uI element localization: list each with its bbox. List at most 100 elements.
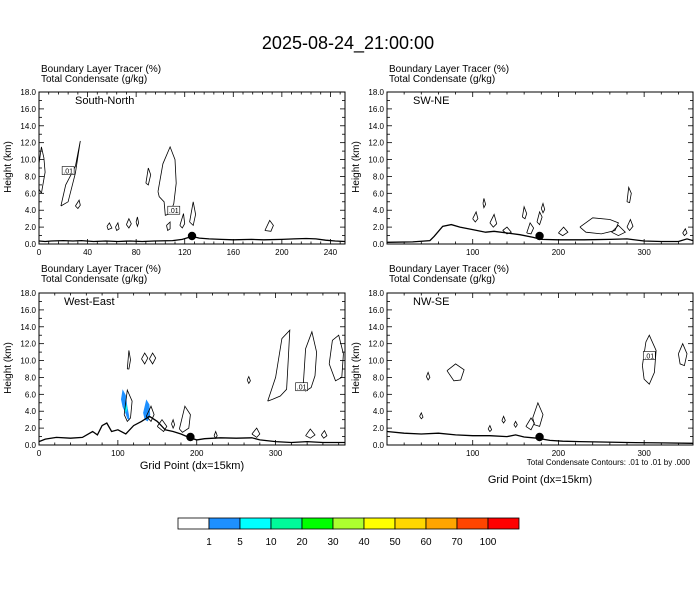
x-tick-label: 40	[83, 248, 92, 257]
y-tick-label: 6.0	[373, 390, 385, 399]
condensate-contour	[38, 146, 46, 194]
condensate-contour	[166, 221, 171, 232]
plot-frame	[38, 91, 346, 245]
condensate-contour	[264, 219, 274, 232]
y-tick-label: 16.0	[368, 306, 384, 315]
y-tick-label: 10.0	[20, 156, 36, 165]
condensate-contour	[558, 226, 569, 237]
contour-label: .01	[297, 385, 307, 392]
location-marker	[186, 432, 195, 442]
panel-sw-ne: Boundary Layer Tracer (%) Total Condensa…	[351, 64, 694, 257]
panel-header-tracer: Boundary Layer Tracer (%)	[41, 264, 161, 275]
y-tick-label: 16.0	[20, 306, 36, 315]
x-tick-label: 0	[37, 248, 42, 257]
y-tick-label: 0.0	[25, 441, 37, 450]
x-tick-label: 80	[132, 248, 141, 257]
x-tick-label: 200	[552, 248, 566, 257]
panel-header-condensate: Total Condensate (g/kg)	[41, 74, 147, 85]
x-tick-label: 100	[466, 248, 480, 257]
panel-header-tracer: Boundary Layer Tracer (%)	[41, 64, 161, 75]
condensate-contour	[642, 334, 657, 385]
plot-frame	[386, 91, 694, 245]
figure-title: 2025-08-24_21:00:00	[262, 33, 434, 54]
colorbar-swatch	[177, 517, 210, 530]
terrain-line	[386, 430, 694, 444]
x-tick-label: 100	[111, 449, 125, 458]
x-tick-label: 200	[275, 248, 289, 257]
condensate-contour	[513, 420, 518, 429]
y-tick-label: 2.0	[25, 223, 37, 232]
y-tick-label: 10.0	[368, 357, 384, 366]
colorbar-swatch	[270, 517, 303, 530]
panel-nw-se: Boundary Layer Tracer (%) Total Condensa…	[351, 264, 694, 486]
contour-label: .01	[644, 353, 654, 360]
condensate-contour	[611, 224, 626, 237]
y-tick-label: 6.0	[25, 189, 37, 198]
y-tick-label: 16.0	[368, 105, 384, 114]
location-marker	[535, 231, 544, 241]
y-tick-label: 18.0	[368, 289, 384, 298]
condensate-contour	[540, 202, 546, 214]
condensate-contour	[145, 405, 155, 423]
y-tick-label: 0.0	[373, 441, 385, 450]
x-tick-label: 160	[227, 248, 241, 257]
condensate-contour	[189, 201, 197, 227]
x-tick-label: 300	[637, 449, 651, 458]
y-tick-label: 4.0	[373, 407, 385, 416]
y-tick-label: 18.0	[368, 88, 384, 97]
colorbar-label: 10	[265, 537, 277, 548]
panel-header-tracer: Boundary Layer Tracer (%)	[389, 264, 509, 275]
x-axis-label: Grid Point (dx=15km)	[140, 460, 244, 472]
condensate-contour	[141, 352, 149, 365]
y-tick-label: 2.0	[373, 223, 385, 232]
condensate-contour	[179, 405, 191, 433]
colorbar-swatch	[332, 517, 365, 530]
condensate-contour	[135, 216, 140, 228]
colorbar-label: 20	[296, 537, 308, 548]
location-marker	[535, 432, 544, 442]
condensate-contour	[489, 213, 498, 228]
terrain-line	[386, 223, 694, 243]
terrain-line	[38, 235, 346, 243]
y-tick-label: 8.0	[373, 373, 385, 382]
cross-section-label: NW-SE	[413, 296, 449, 308]
location-marker	[187, 231, 197, 241]
panel-header-condensate: Total Condensate (g/kg)	[389, 274, 495, 285]
y-tick-label: 8.0	[25, 373, 37, 382]
contour-label-box	[167, 205, 181, 215]
x-tick-label: 300	[637, 248, 651, 257]
contour-label-box	[642, 351, 656, 360]
condensate-contour	[682, 227, 688, 237]
x-axis-label: Grid Point (dx=15km)	[488, 474, 592, 486]
y-tick-label: 0.0	[25, 240, 37, 249]
x-tick-label: 0	[37, 449, 42, 458]
condensate-contour	[626, 218, 634, 232]
condensate-contour	[482, 198, 487, 209]
x-tick-label: 100	[466, 449, 480, 458]
condensate-contour	[156, 419, 168, 433]
condensate-contour	[525, 417, 535, 431]
colorbar: 1 5 10 20 30 40 50 60 70 100	[177, 517, 520, 548]
y-tick-label: 2.0	[25, 424, 37, 433]
condensate-contour	[472, 210, 479, 223]
terrain-line	[38, 415, 345, 444]
y-axis-label: Height (km)	[351, 141, 362, 193]
plot-frame	[386, 292, 694, 446]
panel-header-condensate: Total Condensate (g/kg)	[389, 74, 495, 85]
colorbar-label: 40	[358, 537, 370, 548]
y-axis-label: Height (km)	[3, 342, 14, 394]
y-tick-label: 14.0	[368, 323, 384, 332]
panel-header-tracer: Boundary Layer Tracer (%)	[389, 64, 509, 75]
y-tick-label: 2.0	[373, 424, 385, 433]
y-tick-label: 16.0	[20, 105, 36, 114]
x-tick-label: 120	[178, 248, 192, 257]
colorbar-swatch	[456, 517, 489, 530]
y-tick-label: 12.0	[368, 340, 384, 349]
condensate-contour	[305, 428, 316, 439]
colorbar-swatch	[394, 517, 427, 530]
contour-label-box	[295, 382, 308, 392]
y-tick-label: 0.0	[373, 240, 385, 249]
y-tick-label: 8.0	[373, 172, 385, 181]
cross-section-label: SW-NE	[413, 95, 449, 107]
condensate-contour	[446, 363, 465, 382]
